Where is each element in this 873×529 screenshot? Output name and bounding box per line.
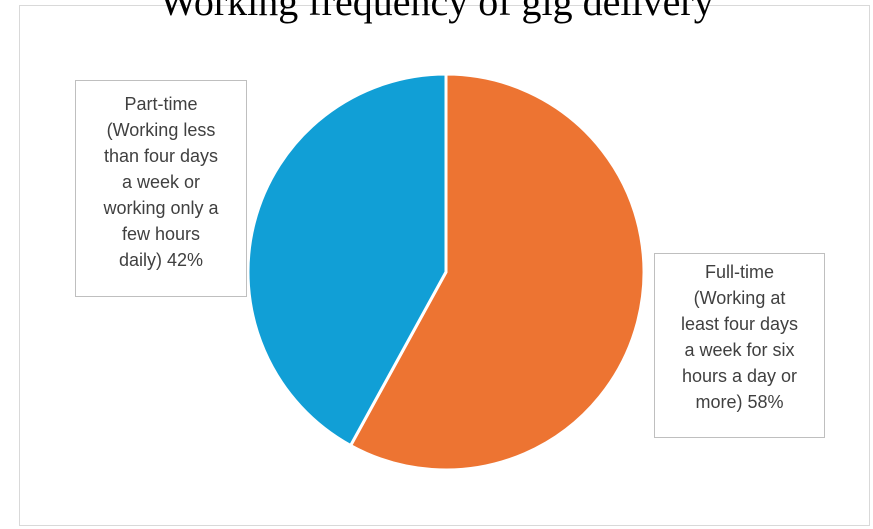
label-line: daily) 42% [118, 250, 204, 270]
label-line: a week for six [684, 340, 795, 360]
label-line: (Working at [693, 288, 786, 308]
label-line: hours a day or [681, 366, 798, 386]
label-line: (Working less [106, 120, 216, 140]
label-line: few hours [121, 224, 201, 244]
data-label-part-time: Part-time (Working less than four days a… [75, 80, 247, 297]
label-line: a week or [121, 172, 201, 192]
data-label-full-time: Full-time (Working at least four days a … [654, 253, 825, 438]
pie-slice-full-time [349, 72, 646, 472]
chart-frame [19, 5, 870, 526]
label-line: Part-time [124, 94, 198, 114]
chart-title: Working frequency of gig delivery [159, 0, 714, 24]
label-line: than four days [103, 146, 219, 166]
label-line: Full-time [704, 262, 774, 282]
label-line: more) 58% [695, 392, 784, 412]
label-line: working only a [103, 198, 219, 218]
pie-slice-part-time [246, 72, 448, 448]
label-line: least four days [680, 314, 799, 334]
